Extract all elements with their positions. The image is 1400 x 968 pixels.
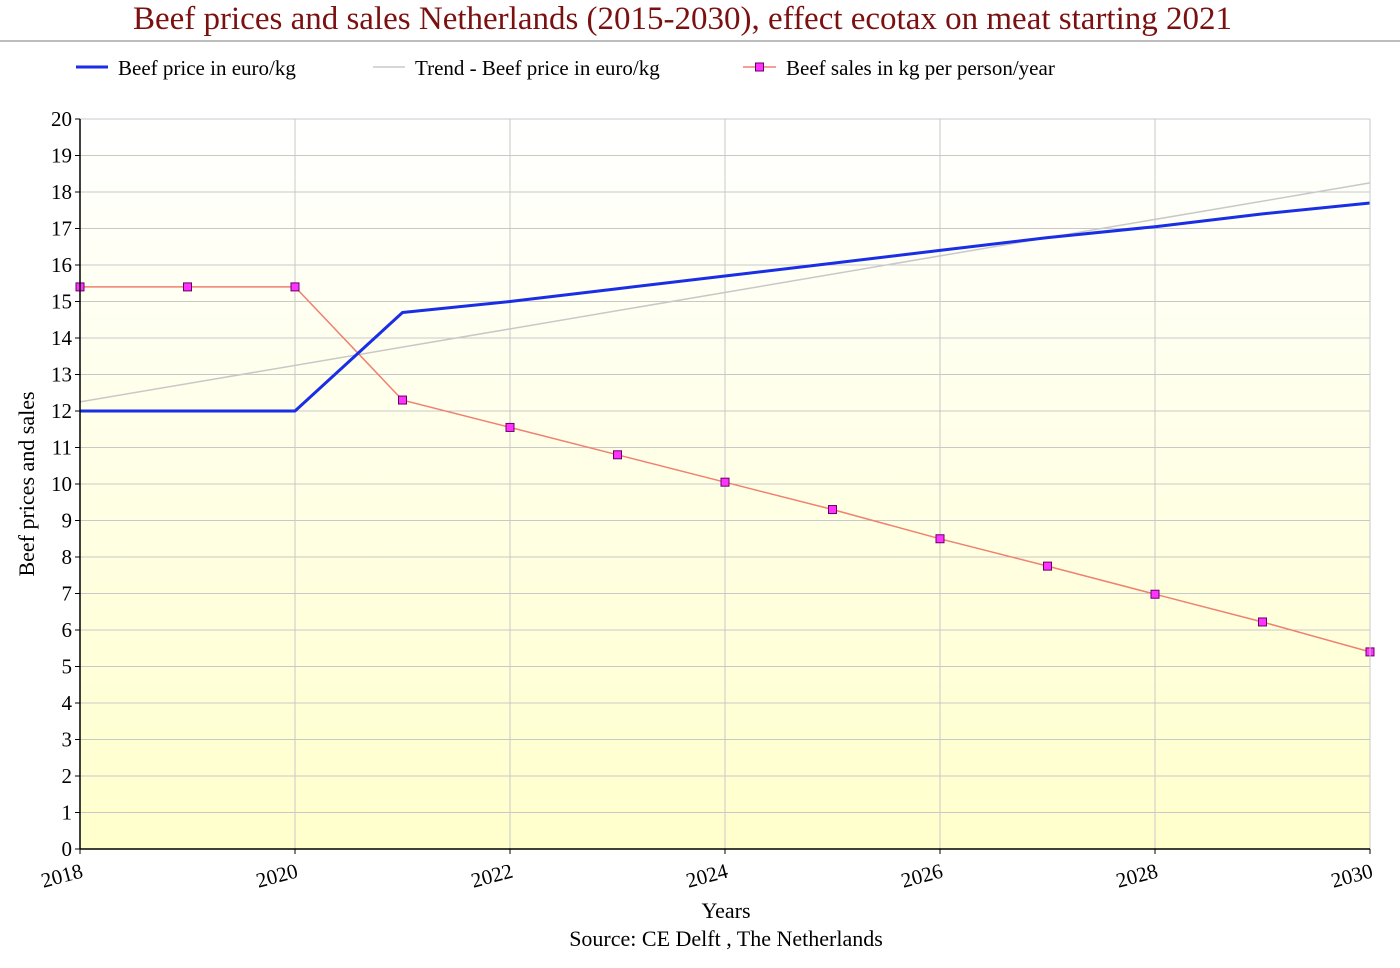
x-tick-label: 2020 — [254, 859, 301, 893]
sales-point — [828, 505, 837, 515]
x-tick-label: 2022 — [469, 859, 516, 893]
sales-point — [505, 422, 515, 432]
y-tick-label: 16 — [51, 253, 72, 277]
sales-point — [290, 282, 300, 292]
y-tick-label: 11 — [52, 436, 72, 460]
sales-point — [720, 477, 730, 487]
series-layer — [75, 182, 1375, 657]
y-tick-label: 4 — [62, 691, 73, 715]
sales-point — [1150, 589, 1160, 599]
legend-sales-label: Beef sales in kg per person/year — [786, 56, 1055, 80]
sales-point — [398, 395, 407, 405]
chart-title: Beef prices and sales Netherlands (2015-… — [132, 1, 1232, 37]
sales-point — [935, 534, 945, 544]
x-tick-label: 2024 — [684, 859, 731, 893]
sales-point — [183, 282, 192, 292]
title-divider — [0, 40, 1400, 42]
gridlines — [80, 119, 1370, 849]
legend-trend-label: Trend - Beef price in euro/kg — [415, 56, 660, 80]
y-tick-label: 5 — [62, 655, 73, 679]
legend-price-label: Beef price in euro/kg — [118, 56, 296, 80]
y-tick-label: 15 — [51, 290, 72, 314]
y-tick-label: 14 — [51, 326, 73, 350]
source-note: Source: CE Delft , The Netherlands — [569, 926, 883, 951]
y-tick-label: 12 — [51, 399, 72, 423]
y-tick-label: 17 — [51, 217, 72, 241]
price-series-line — [80, 201, 1371, 413]
sales-point — [1043, 561, 1052, 571]
y-tick-label: 2 — [62, 764, 73, 788]
y-tick-label: 1 — [62, 801, 73, 825]
y-tick-label: 10 — [51, 472, 72, 496]
x-tick-label: 2030 — [1329, 859, 1376, 893]
y-tick-label: 7 — [62, 582, 73, 606]
y-tick-label: 9 — [62, 509, 73, 533]
y-tick-label: 0 — [62, 837, 73, 861]
sales-point — [1258, 617, 1267, 627]
x-tick-label: 2018 — [39, 859, 86, 893]
y-tick-label: 20 — [51, 107, 72, 131]
y-tick-label: 6 — [62, 618, 73, 642]
x-tick-label: 2026 — [899, 859, 946, 893]
legend-sales-marker — [755, 62, 764, 72]
trend-series-line — [79, 182, 1371, 403]
y-tick-label: 13 — [51, 363, 72, 387]
y-tick-label: 8 — [62, 545, 73, 569]
legend: Beef price in euro/kg Trend - Beef price… — [76, 56, 1055, 80]
x-axis-label: Years — [701, 898, 750, 923]
y-tick-label: 3 — [62, 728, 73, 752]
sales-point — [613, 450, 622, 460]
x-tick-label: 2028 — [1114, 859, 1161, 893]
y-axis-label: Beef prices and sales — [14, 391, 39, 576]
y-tick-label: 18 — [51, 180, 72, 204]
y-tick-label: 19 — [51, 144, 72, 168]
